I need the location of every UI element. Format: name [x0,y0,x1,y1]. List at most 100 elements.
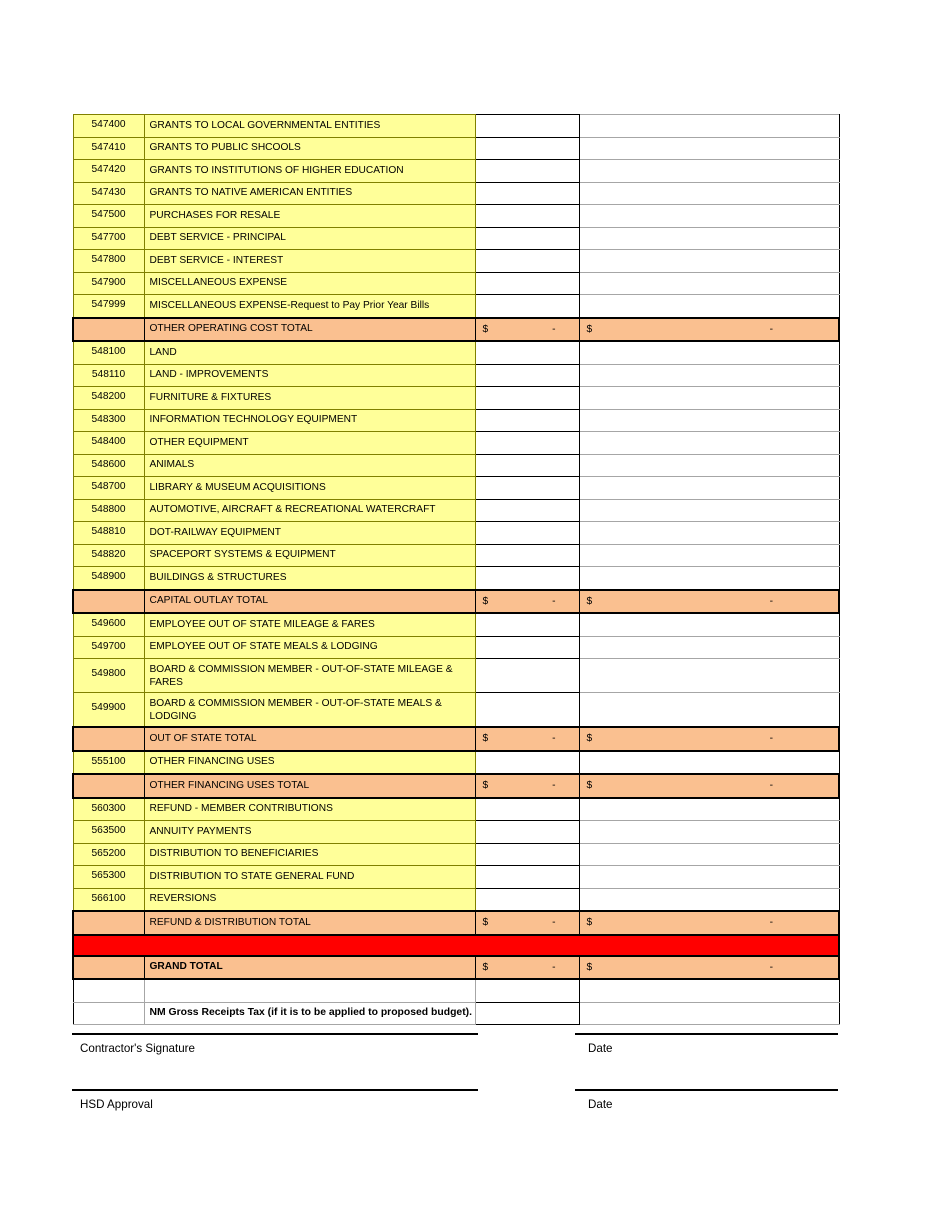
account-code-cell: 547410 [72,136,145,160]
amount-input-cell-1[interactable] [474,566,580,590]
amount-input-cell-1[interactable] [474,865,580,889]
total-amount-cell-2: $ - [579,910,840,936]
amount-input-cell-1[interactable] [474,498,580,522]
amount-input-cell-1[interactable] [474,887,580,912]
amount-input-cell-2[interactable] [578,453,840,477]
amount-input-cell-2[interactable] [578,294,840,318]
amount-input-cell-2[interactable] [578,340,840,365]
hsd-date-label: Date [588,1098,613,1111]
amount-input-cell-2[interactable] [578,842,840,866]
account-code-cell: 548820 [72,543,145,567]
account-code-cell [72,978,145,1003]
description-cell: AUTOMOTIVE, AIRCRAFT & RECREATIONAL WATE… [143,498,476,522]
total-amount-cell-1: $ - [475,954,580,980]
amount-input-cell-2[interactable] [578,543,840,567]
contractor-date-line[interactable] [575,1033,838,1036]
account-code-cell: 547800 [72,249,145,273]
amount-input-cell-2[interactable] [578,271,840,295]
amount-input-cell-1[interactable] [474,521,580,545]
amount-input-cell-1[interactable] [474,635,580,659]
amount-input-cell-2[interactable] [578,249,840,273]
description-cell: LIBRARY & MUSEUM ACQUISITIONS [143,476,476,500]
amount-input-cell-1[interactable] [474,692,580,728]
amount-value: - [769,917,773,929]
amount-input-cell-1[interactable] [474,750,580,775]
amount-input-cell-2[interactable] [578,1001,840,1025]
table-row: 548820 SPACEPORT SYSTEMS & EQUIPMENT [72,543,840,567]
description-cell [143,978,476,1003]
amount-input-cell-1[interactable] [474,159,580,183]
amount-input-cell-2[interactable] [578,114,840,138]
amount-input-cell-2[interactable] [578,204,840,228]
amount-input-cell-2[interactable] [578,476,840,500]
amount-input-cell-2[interactable] [578,692,840,728]
amount-input-cell-1[interactable] [474,820,580,844]
amount-input-cell-1[interactable] [474,978,580,1003]
amount-input-cell-1[interactable] [474,476,580,500]
amount-input-cell-2[interactable] [578,887,840,912]
amount-input-cell-1[interactable] [474,453,580,477]
table-row: 549900 BOARD & COMMISSION MEMBER - OUT-OF… [72,692,840,728]
amount-input-cell-1[interactable] [474,294,580,318]
amount-input-cell-1[interactable] [474,842,580,866]
total-amount-cell-2: $ - [579,726,840,752]
amount-input-cell-1[interactable] [474,226,580,250]
contractor-signature-line[interactable] [72,1033,478,1036]
amount-input-cell-1[interactable] [474,181,580,205]
amount-value: - [769,961,773,973]
amount-input-cell-2[interactable] [578,566,840,590]
description-cell: MISCELLANEOUS EXPENSE [143,271,476,295]
description-cell: GRANTS TO LOCAL GOVERNMENTAL ENTITIES [143,114,476,138]
hsd-date-line[interactable] [575,1089,838,1092]
amount-input-cell-1[interactable] [474,658,580,693]
amount-input-cell-1[interactable] [474,612,580,637]
amount-input-cell-2[interactable] [578,408,840,432]
description-cell: ANNUITY PAYMENTS [143,820,476,844]
amount-input-cell-1[interactable] [474,408,580,432]
amount-input-cell-2[interactable] [578,658,840,693]
amount-input-cell-1[interactable] [474,136,580,160]
table-row: 548100 LAND [72,340,840,365]
amount-input-cell-2[interactable] [578,820,840,844]
amount-input-cell-1[interactable] [474,386,580,410]
amount-input-cell-1[interactable] [474,431,580,455]
table-row: 547400 GRANTS TO LOCAL GOVERNMENTAL ENTIT… [72,114,840,138]
amount-input-cell-2[interactable] [578,750,840,775]
account-code-cell: 565300 [72,865,145,889]
amount-input-cell-2[interactable] [578,181,840,205]
amount-input-cell-2[interactable] [578,521,840,545]
table-row: 548600 ANIMALS [72,453,840,477]
table-row: 548800 AUTOMOTIVE, AIRCRAFT & RECREATIONA… [72,498,840,522]
amount-input-cell-2[interactable] [578,635,840,659]
amount-input-cell-2[interactable] [578,363,840,387]
amount-input-cell-1[interactable] [474,204,580,228]
amount-input-cell-2[interactable] [578,865,840,889]
account-code-cell: 548810 [72,521,145,545]
amount-input-cell-2[interactable] [578,386,840,410]
amount-input-cell-1[interactable] [474,363,580,387]
amount-input-cell-2[interactable] [578,797,840,821]
amount-input-cell-1[interactable] [474,1001,580,1025]
amount-input-cell-1[interactable] [474,797,580,821]
account-code-cell: 549600 [72,612,145,637]
amount-input-cell-1[interactable] [474,271,580,295]
account-code-cell: 563500 [72,820,145,844]
account-code-cell [72,910,145,936]
amount-input-cell-2[interactable] [578,612,840,637]
amount-input-cell-2[interactable] [578,498,840,522]
amount-input-cell-2[interactable] [578,226,840,250]
table-row: 566100 REVERSIONS [72,887,840,912]
amount-input-cell-1[interactable] [474,114,580,138]
amount-input-cell-2[interactable] [578,136,840,160]
amount-input-cell-2[interactable] [578,431,840,455]
total-amount-cell-2: $ - [579,588,840,614]
amount-input-cell-1[interactable] [474,249,580,273]
amount-input-cell-1[interactable] [474,340,580,365]
money-value: $ - [580,733,839,744]
amount-input-cell-1[interactable] [474,543,580,567]
amount-input-cell-2[interactable] [578,978,840,1003]
table-row: OTHER OPERATING COST TOTAL $ - $ - [72,316,840,342]
hsd-approval-signature-line[interactable] [72,1089,478,1092]
amount-input-cell-2[interactable] [578,159,840,183]
table-row: OTHER FINANCING USES TOTAL $ - $ - [72,773,840,799]
